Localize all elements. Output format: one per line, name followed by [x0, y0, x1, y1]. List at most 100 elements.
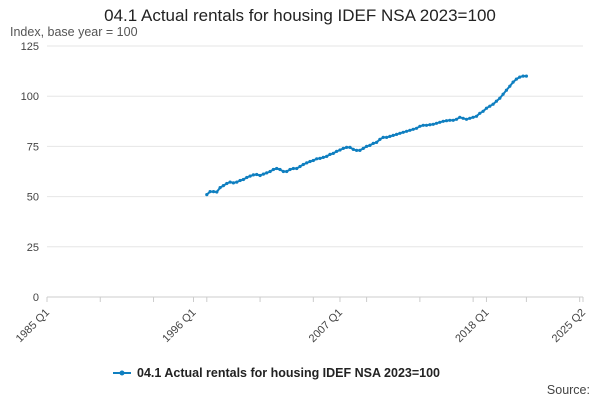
data-point[interactable]: [268, 169, 272, 174]
data-point[interactable]: [431, 122, 435, 126]
data-point[interactable]: [228, 180, 232, 184]
data-point[interactable]: [348, 145, 352, 149]
data-point[interactable]: [208, 190, 212, 194]
data-point[interactable]: [301, 162, 305, 167]
data-point[interactable]: [205, 193, 209, 197]
data-point[interactable]: [494, 99, 498, 103]
data-point[interactable]: [418, 124, 422, 128]
data-point[interactable]: [438, 120, 442, 124]
data-point[interactable]: [245, 175, 249, 180]
data-point[interactable]: [338, 148, 342, 152]
data-point[interactable]: [311, 158, 315, 163]
data-point[interactable]: [461, 116, 465, 120]
data-point[interactable]: [305, 161, 309, 165]
data-point[interactable]: [405, 129, 409, 133]
data-point[interactable]: [271, 167, 275, 172]
data-point[interactable]: [395, 132, 399, 136]
data-point[interactable]: [241, 177, 245, 182]
data-point[interactable]: [371, 141, 375, 145]
data-point[interactable]: [484, 106, 489, 110]
data-point[interactable]: [255, 172, 259, 177]
data-point[interactable]: [444, 119, 449, 123]
data-point[interactable]: [215, 190, 219, 194]
data-point[interactable]: [508, 84, 512, 88]
data-point[interactable]: [235, 180, 239, 184]
data-point[interactable]: [368, 143, 372, 147]
data-point[interactable]: [504, 88, 508, 92]
data-point[interactable]: [288, 167, 292, 172]
data-point[interactable]: [315, 157, 319, 161]
data-point[interactable]: [248, 174, 252, 178]
data-point[interactable]: [388, 134, 392, 138]
data-point[interactable]: [441, 119, 445, 123]
data-point[interactable]: [421, 123, 425, 127]
data-point[interactable]: [408, 128, 412, 132]
data-point[interactable]: [524, 74, 529, 78]
data-point[interactable]: [478, 111, 482, 115]
data-point[interactable]: [281, 169, 285, 174]
data-point[interactable]: [411, 127, 415, 131]
data-point[interactable]: [251, 173, 255, 177]
data-point[interactable]: [474, 114, 479, 118]
data-point[interactable]: [391, 133, 395, 137]
data-point[interactable]: [351, 147, 355, 151]
data-point[interactable]: [298, 164, 302, 169]
data-point[interactable]: [265, 171, 269, 175]
data-point[interactable]: [491, 102, 495, 106]
data-point[interactable]: [424, 123, 429, 127]
data-point[interactable]: [501, 92, 505, 96]
data-point[interactable]: [414, 126, 419, 130]
data-point[interactable]: [381, 135, 385, 139]
data-point[interactable]: [211, 190, 216, 194]
data-point[interactable]: [285, 169, 289, 174]
data-point[interactable]: [521, 74, 525, 78]
data-point[interactable]: [511, 80, 515, 84]
data-point[interactable]: [464, 117, 469, 121]
data-point[interactable]: [325, 154, 329, 158]
data-point[interactable]: [488, 104, 492, 108]
data-point[interactable]: [514, 77, 519, 81]
data-point[interactable]: [451, 118, 455, 122]
data-point[interactable]: [434, 121, 439, 125]
legend[interactable]: 04.1 Actual rentals for housing IDEF NSA…: [113, 366, 440, 380]
data-point[interactable]: [458, 115, 462, 119]
data-point[interactable]: [518, 75, 522, 79]
data-point[interactable]: [291, 166, 295, 171]
data-point[interactable]: [308, 159, 312, 164]
data-point[interactable]: [471, 115, 475, 119]
data-point[interactable]: [225, 181, 229, 186]
data-point[interactable]: [358, 148, 362, 152]
data-point[interactable]: [261, 172, 265, 176]
data-point[interactable]: [221, 184, 225, 188]
data-point[interactable]: [365, 144, 369, 148]
data-point[interactable]: [318, 156, 322, 160]
data-point[interactable]: [428, 123, 432, 127]
series-line: [206, 75, 527, 196]
data-point[interactable]: [258, 173, 262, 178]
data-point[interactable]: [275, 166, 279, 171]
data-point[interactable]: [231, 181, 235, 185]
data-point[interactable]: [355, 148, 359, 152]
data-point[interactable]: [375, 140, 379, 144]
data-point[interactable]: [468, 116, 472, 120]
data-point[interactable]: [321, 155, 325, 159]
data-point[interactable]: [345, 145, 349, 149]
data-point[interactable]: [398, 131, 402, 135]
data-point[interactable]: [385, 135, 389, 139]
data-point[interactable]: [401, 130, 405, 134]
data-point[interactable]: [238, 178, 242, 183]
data-point[interactable]: [278, 167, 282, 172]
x-tick-label: 2025 Q2: [550, 307, 588, 345]
data-point[interactable]: [378, 137, 382, 141]
data-point[interactable]: [328, 152, 332, 156]
data-point[interactable]: [335, 149, 339, 153]
data-point[interactable]: [448, 118, 452, 122]
data-point[interactable]: [218, 186, 222, 190]
data-point[interactable]: [295, 166, 299, 171]
data-point[interactable]: [341, 146, 345, 150]
data-point[interactable]: [331, 151, 335, 155]
data-point[interactable]: [498, 96, 502, 100]
data-point[interactable]: [481, 109, 485, 113]
data-point[interactable]: [454, 117, 459, 121]
data-point[interactable]: [361, 146, 365, 150]
